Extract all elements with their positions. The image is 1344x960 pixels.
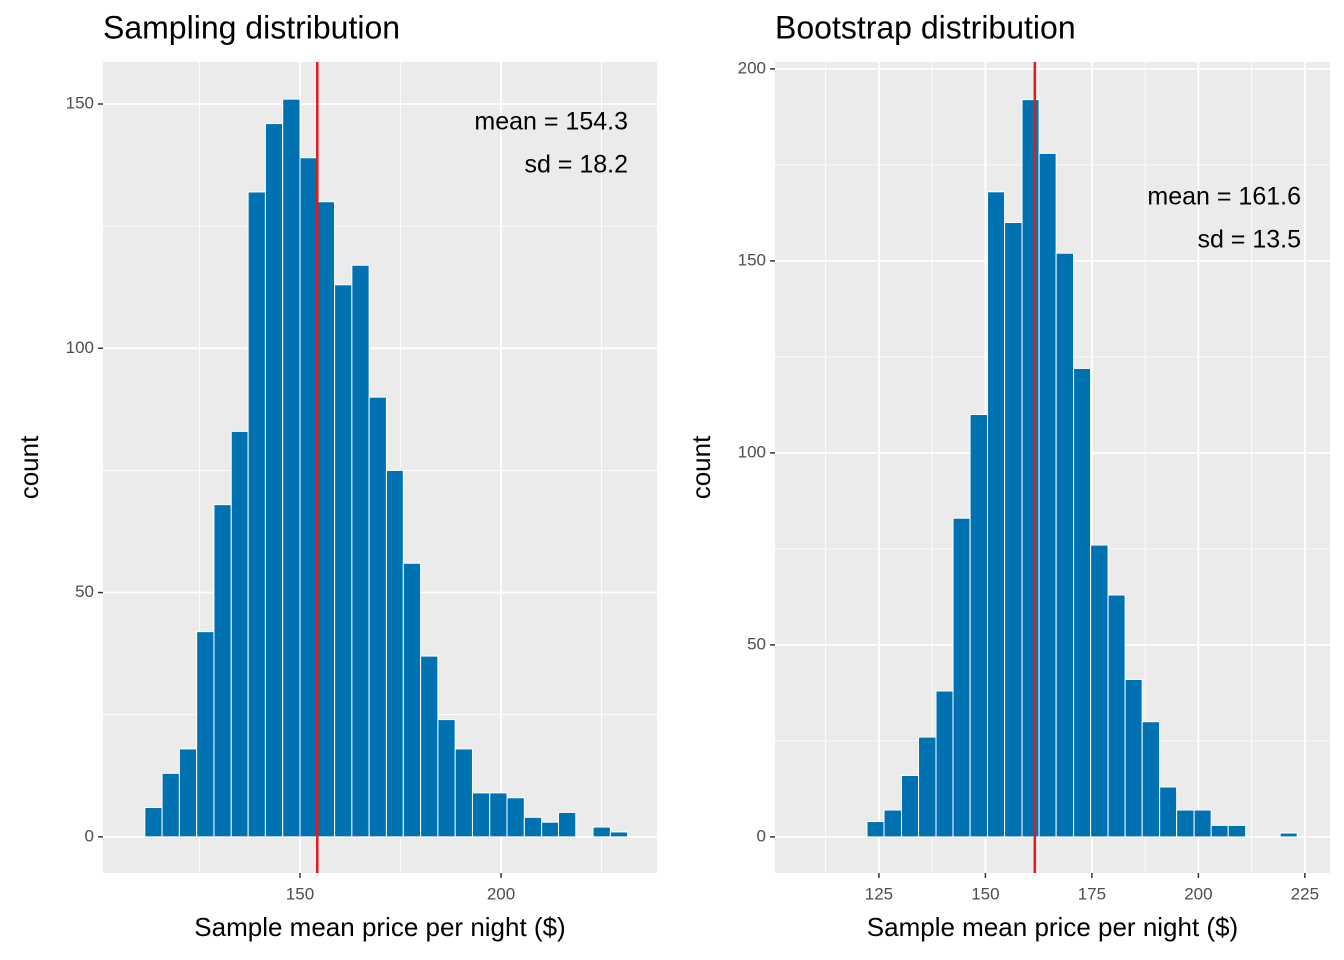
x-tick-label: 200 [1184, 884, 1212, 903]
y-tick-label: 150 [738, 250, 766, 269]
bar [196, 631, 215, 838]
bar [454, 748, 473, 838]
bar [1124, 678, 1143, 838]
bar [230, 430, 249, 838]
chart-title: Bootstrap distribution [775, 9, 1076, 45]
bar [161, 772, 180, 838]
bar [282, 98, 301, 838]
annotation: mean = 154.3 [474, 108, 628, 136]
chart-title: Sampling distribution [103, 9, 400, 45]
x-axis-label: Sample mean price per night ($) [194, 912, 565, 942]
y-axis-label: count [14, 435, 44, 499]
y-tick-label: 100 [66, 338, 94, 357]
bar [1193, 809, 1212, 838]
bar [247, 191, 266, 838]
bar [1176, 809, 1195, 838]
y-tick-label: 50 [75, 582, 94, 601]
bar [918, 736, 937, 838]
bar [299, 157, 318, 838]
bar [385, 469, 404, 838]
bar [213, 504, 232, 838]
bar [609, 831, 629, 838]
bar [969, 414, 989, 838]
x-tick-label: 200 [487, 884, 515, 903]
x-tick-label: 150 [286, 884, 314, 903]
bar [264, 123, 284, 838]
bar [1141, 721, 1161, 838]
bar [541, 821, 560, 838]
bar [1227, 824, 1247, 838]
bar [558, 811, 577, 838]
annotation: sd = 13.5 [1197, 226, 1301, 254]
bar [402, 562, 422, 838]
bar [506, 797, 525, 838]
annotation: sd = 18.2 [524, 151, 628, 179]
bar [883, 809, 903, 838]
bar [471, 792, 491, 838]
y-tick-label: 150 [66, 94, 94, 113]
bar [935, 690, 954, 838]
x-tick-label: 225 [1291, 884, 1319, 903]
bar [144, 807, 163, 838]
bar [1210, 824, 1229, 838]
bar [1021, 99, 1040, 838]
bar [1107, 594, 1126, 838]
bar [901, 774, 920, 838]
bar [351, 264, 370, 838]
x-tick-label: 150 [971, 884, 999, 903]
bar [952, 517, 971, 838]
y-tick-label: 0 [85, 826, 94, 845]
x-tick-label: 175 [1078, 884, 1106, 903]
bar [1004, 222, 1023, 838]
bar [334, 284, 353, 838]
bar [987, 191, 1006, 838]
bar [1073, 367, 1092, 838]
bar [1159, 786, 1178, 838]
y-tick-label: 50 [747, 634, 766, 653]
bar [1090, 544, 1109, 838]
x-axis-label: Sample mean price per night ($) [867, 912, 1238, 942]
bar [178, 748, 198, 838]
bar [1279, 832, 1298, 838]
y-tick-label: 200 [738, 58, 766, 77]
y-tick-label: 0 [757, 826, 766, 845]
bar [489, 792, 508, 838]
bar [592, 826, 611, 838]
bar [866, 821, 885, 838]
bar [523, 816, 543, 838]
bar [1055, 252, 1075, 838]
bar [437, 719, 456, 838]
y-axis-label: count [686, 435, 716, 499]
bar [368, 396, 387, 838]
annotation: mean = 161.6 [1147, 183, 1301, 211]
x-tick-label: 125 [865, 884, 893, 903]
y-tick-label: 100 [738, 442, 766, 461]
bar [420, 655, 439, 838]
bar [316, 201, 336, 838]
bar [1038, 152, 1057, 838]
